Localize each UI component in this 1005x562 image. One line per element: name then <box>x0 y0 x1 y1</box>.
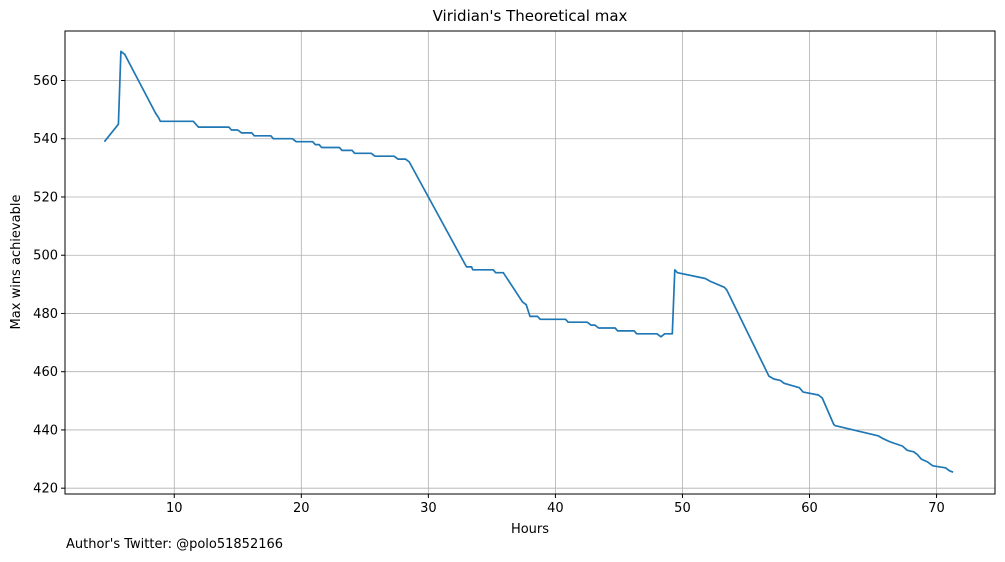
x-axis-ticks: 10 20 30 40 50 60 70 <box>166 494 945 516</box>
y-tick-label: 440 <box>33 423 58 438</box>
plot-frame <box>64 30 996 495</box>
y-axis-label: Max wins achievable <box>9 195 24 330</box>
y-tick-label: 480 <box>33 307 58 322</box>
chart-title: Viridian's Theoretical max <box>433 7 628 25</box>
x-tick-label: 30 <box>420 501 437 516</box>
x-axis-label: Hours <box>511 522 549 537</box>
x-tick-label: 50 <box>674 501 691 516</box>
x-tick-label: 40 <box>547 501 564 516</box>
x-tick-label: 70 <box>928 501 945 516</box>
grid-lines <box>65 31 995 494</box>
x-tick-label: 60 <box>801 501 818 516</box>
y-tick-label: 460 <box>33 365 58 380</box>
y-tick-label: 420 <box>33 482 58 497</box>
y-axis-ticks: 420 440 460 480 500 520 540 560 <box>33 74 65 497</box>
y-tick-label: 500 <box>33 249 58 264</box>
y-tick-label: 540 <box>33 132 58 147</box>
y-tick-label: 520 <box>33 190 58 205</box>
author-annotation: Author's Twitter: @polo51852166 <box>66 537 284 552</box>
y-tick-label: 560 <box>33 74 58 89</box>
x-tick-label: 10 <box>166 501 183 516</box>
series-line <box>103 50 954 473</box>
series-layer <box>103 50 954 473</box>
x-tick-label: 20 <box>293 501 310 516</box>
